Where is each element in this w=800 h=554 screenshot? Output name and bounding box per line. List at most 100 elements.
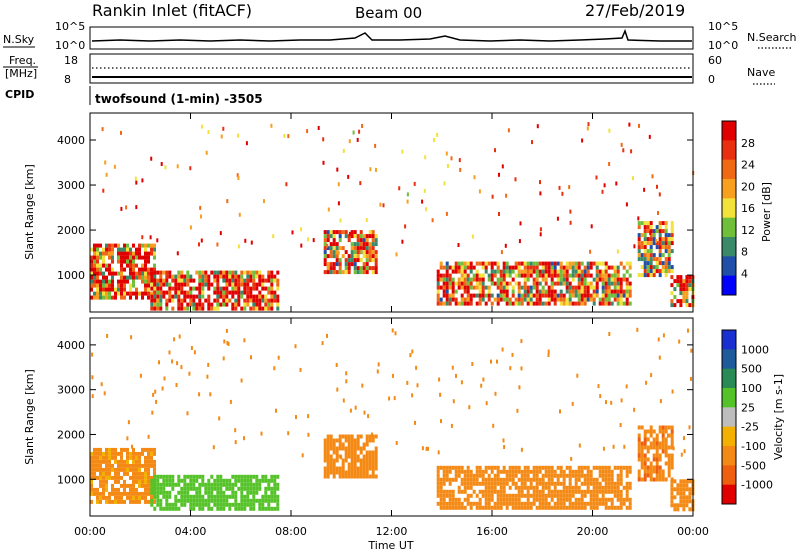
velocity-panel-cell (589, 497, 593, 502)
velocity-panel-cell (96, 459, 99, 464)
velocity-panel-cell (640, 449, 644, 454)
velocity-panel-cell (123, 479, 126, 484)
velocity-panel-cell (90, 459, 93, 464)
velocity-panel-cell (329, 466, 333, 471)
power-panel-cell (350, 234, 354, 239)
power-panel-cell (90, 271, 93, 276)
velocity-panel-cell (90, 487, 93, 492)
power-panel-cell (442, 293, 446, 298)
velocity-panel-cell (207, 478, 211, 483)
power-panel-cell (529, 301, 533, 306)
power-panel-cell (637, 225, 641, 230)
velocity-panel-cell (111, 475, 114, 480)
velocity-panel-cell (102, 451, 105, 456)
power-panel-cell (583, 285, 587, 290)
velocity-panel-cell (222, 494, 226, 499)
power-panel-cell (356, 137, 359, 142)
power-panel-cell (685, 275, 689, 280)
velocity-panel-cell (138, 475, 141, 480)
power-panel-cell (228, 270, 232, 275)
power-colorbar-frame (721, 120, 737, 296)
power-panel-cell (448, 265, 452, 270)
power-panel-cell (189, 302, 193, 307)
velocity-panel-cell (652, 469, 656, 474)
power-panel-cell (544, 269, 548, 274)
velocity-panel-cell (586, 477, 590, 482)
x-axis-label: Time UT (367, 539, 413, 552)
power-panel-cell (99, 279, 102, 284)
power-panel-cell (252, 282, 256, 287)
power-panel-cell (186, 290, 190, 295)
velocity-panel-cell (359, 450, 363, 455)
power-panel-cell (589, 285, 593, 290)
velocity-panel-cell (613, 481, 617, 486)
velocity-panel-cell (556, 505, 560, 510)
power-panel-cell (306, 129, 309, 134)
power-panel-cell (117, 271, 120, 276)
velocity-panel-cell (607, 473, 611, 478)
velocity-panel-cell (685, 487, 689, 492)
velocity-panel-cell (502, 497, 506, 502)
velocity-panel-cell (637, 449, 641, 454)
power-panel-cell (469, 301, 473, 306)
velocity-panel-cell (487, 485, 491, 490)
power-colorbar-tick: 28 (741, 137, 755, 150)
velocity-panel-cell (105, 495, 108, 500)
velocity-panel-cell (129, 475, 132, 480)
power-panel-cell (322, 137, 325, 142)
power-panel-cell (562, 293, 566, 298)
velocity-panel-cell (505, 473, 509, 478)
power-panel-cell (613, 281, 617, 286)
velocity-panel-cell (562, 485, 566, 490)
power-panel-cell (171, 298, 175, 303)
velocity-panel-cell (649, 461, 653, 466)
power-panel-cell (550, 281, 554, 286)
velocity-panel-cell (526, 501, 530, 506)
velocity-panel-cell (568, 497, 572, 502)
power-panel-cell (601, 297, 605, 302)
power-panel-cell (344, 250, 348, 255)
power-panel-cell (501, 164, 504, 169)
power-panel-cell (255, 270, 259, 275)
power-panel-cell (359, 258, 363, 263)
velocity-panel-cell (162, 474, 166, 479)
velocity-panel-cell (667, 453, 671, 458)
velocity-panel-cell (111, 451, 114, 456)
velocity-panel-cell (374, 454, 378, 459)
power-panel-cell (255, 298, 259, 303)
velocity-panel-cell (93, 451, 96, 456)
velocity-panel-cell (610, 473, 614, 478)
velocity-panel-cell (270, 498, 274, 503)
velocity-panel-cell (362, 458, 366, 463)
power-panel-cell (667, 261, 671, 266)
velocity-panel-cell (601, 469, 605, 474)
power-panel-cell (463, 289, 467, 294)
velocity-panel-cell (494, 391, 497, 396)
power-panel-cell (240, 290, 244, 295)
power-panel-cell (592, 301, 596, 306)
velocity-panel-cell (240, 486, 244, 491)
power-panel-cell (502, 285, 506, 290)
velocity-panel-cell (646, 469, 650, 474)
velocity-panel-cell (505, 493, 509, 498)
power-panel-cell (129, 247, 132, 252)
velocity-panel-cell (466, 469, 470, 474)
velocity-panel-cell (562, 493, 566, 498)
velocity-panel-cell (135, 463, 138, 468)
power-panel-cell (338, 238, 342, 243)
power-panel-cell (117, 291, 120, 296)
velocity-panel-cell (159, 486, 163, 491)
power-panel-cell (114, 295, 117, 300)
power-panel-cell (559, 277, 563, 282)
velocity-panel-cell (186, 474, 190, 479)
power-panel-cell (108, 267, 111, 272)
velocity-panel-cell (688, 487, 692, 492)
velocity-panel-cell (511, 465, 515, 470)
power-panel-cell (478, 277, 482, 282)
power-panel-cell (523, 293, 527, 298)
power-panel-cell (538, 289, 542, 294)
velocity-panel-cell (481, 493, 485, 498)
velocity-panel-cell (353, 470, 357, 475)
velocity-panel-cell (350, 446, 354, 451)
power-panel-cell (556, 216, 559, 221)
